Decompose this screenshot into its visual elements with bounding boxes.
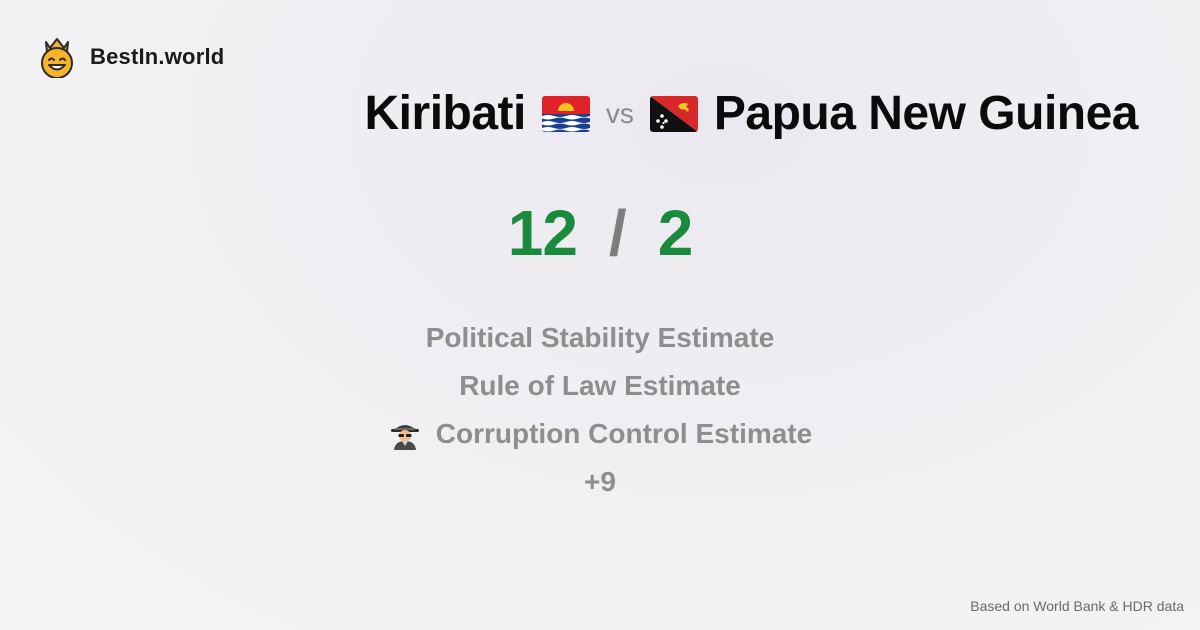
criteria-list: Political Stability Estimate Rule of Law…	[0, 314, 1200, 506]
score-separator: /	[608, 197, 627, 269]
criterion-label: Political Stability Estimate	[425, 322, 775, 353]
data-source-note: Based on World Bank & HDR data	[970, 598, 1184, 614]
vs-label: vs	[605, 97, 634, 129]
right-score: 2	[657, 197, 694, 269]
criterion-label: +9	[584, 466, 616, 497]
brand-name: BestIn.world	[90, 44, 225, 69]
crowned-smiley-icon	[41, 38, 73, 78]
comparison-title: Kiribati vs Papua New Guinea	[364, 86, 1139, 141]
criterion-label: Rule of Law Estimate	[459, 370, 741, 401]
papua-new-guinea-flag-icon	[649, 95, 698, 132]
criterion-item: Rule of Law Estimate	[459, 362, 741, 410]
left-score: 12	[507, 197, 578, 269]
more-criteria-count: +9	[584, 458, 616, 506]
brand[interactable]: BestIn.world	[38, 36, 224, 78]
criterion-label: Corruption Control Estimate	[435, 418, 813, 449]
criterion-item: Political Stability Estimate	[426, 314, 775, 362]
score-display: 12 / 2	[0, 196, 1200, 270]
criterion-item: Corruption Control Estimate	[388, 410, 812, 458]
kiribati-flag-icon	[541, 95, 590, 132]
left-country-name: Kiribati	[364, 87, 527, 140]
detective-icon	[390, 425, 419, 450]
right-country-name: Papua New Guinea	[713, 87, 1139, 140]
